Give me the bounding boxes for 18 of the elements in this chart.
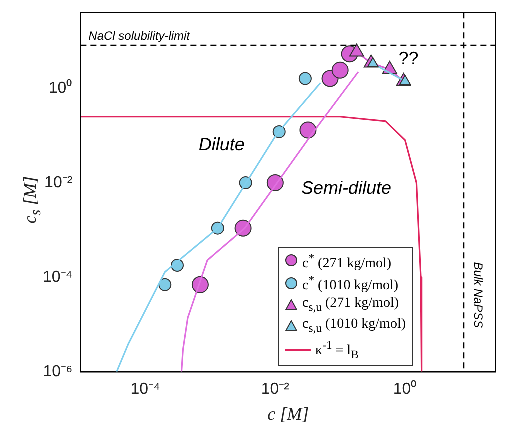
y-tick-label: 10⁻⁴ [43, 269, 73, 286]
x-tick-label: 10⁻² [261, 381, 290, 398]
annotation: Semi-dilute [301, 178, 392, 198]
annotation: Dilute [198, 134, 245, 155]
x-axis-title: c [M] [268, 404, 310, 424]
legend-label: c$_{s,u}$ (1010 kg/mol) [302, 316, 406, 337]
x-tick-label: 10⁻⁴ [130, 381, 161, 398]
legend-label: c$^{*}$ (271 kg/mol) [302, 250, 392, 272]
y-tick-label: 10⁻⁶ [43, 364, 73, 381]
annotation: ?? [398, 48, 419, 68]
y-tick-label: 10⁰ [48, 78, 73, 97]
ref-line-label: NaCl solubility-limit [88, 29, 191, 44]
x-tick-label: 10⁰ [393, 380, 418, 398]
legend-label: c$_{s,u}$ (271 kg/mol) [302, 294, 399, 316]
legend-label: κ$^{-1}$ = l$_{B}$ [316, 338, 359, 363]
y-tick-label: 10⁻² [44, 174, 74, 192]
ref-line-label: Bulk NaPSS [472, 262, 486, 328]
legend-label: c$^{*}$ (1010 kg/mol) [302, 273, 399, 295]
